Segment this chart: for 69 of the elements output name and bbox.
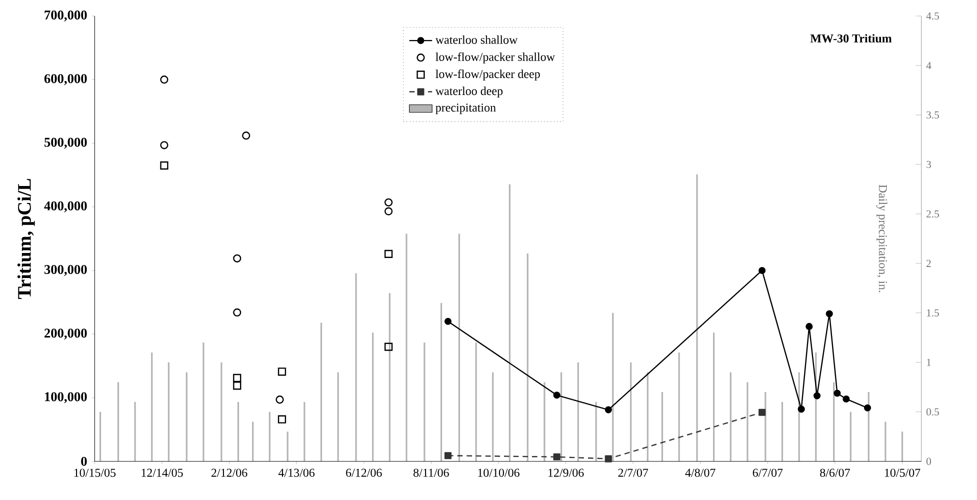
legend-label: low-flow/packer deep bbox=[436, 70, 540, 81]
y-axis-title: Tritium, pCi/L bbox=[17, 178, 35, 299]
y-tick-label: 0 bbox=[81, 456, 87, 466]
y2-tick-label: 0.5 bbox=[926, 408, 939, 416]
point bbox=[806, 322, 813, 330]
x-tick-label: 6/7/07 bbox=[752, 468, 783, 477]
x-tick-label: 8/6/07 bbox=[820, 468, 850, 477]
x-tick-label: 2/7/07 bbox=[618, 468, 648, 477]
x-tick-label: 12/9/06 bbox=[548, 468, 584, 477]
legend-label: waterloo deep bbox=[435, 86, 503, 98]
x-tick-label: 6/12/06 bbox=[346, 468, 382, 477]
point bbox=[242, 132, 250, 140]
point bbox=[444, 452, 452, 460]
point bbox=[278, 415, 286, 424]
point bbox=[444, 318, 452, 325]
point bbox=[233, 254, 242, 262]
point bbox=[384, 342, 393, 351]
point bbox=[233, 374, 242, 382]
point bbox=[604, 455, 612, 462]
x-tick-label: 4/8/07 bbox=[685, 468, 716, 477]
y-tick-label: 600,000 bbox=[44, 74, 87, 86]
point bbox=[160, 161, 168, 170]
y2-tick-label: 4.5 bbox=[926, 12, 939, 20]
y-tick-label: 700,000 bbox=[44, 10, 87, 22]
legend-label: precipitation bbox=[436, 104, 496, 114]
y2-tick-label: 4 bbox=[926, 62, 932, 69]
point bbox=[160, 76, 168, 84]
legend-label: low-flow/packer shallow bbox=[436, 52, 555, 64]
x-tick-label: 10/5/07 bbox=[884, 468, 920, 477]
text: MW-30 Tritium bbox=[810, 34, 892, 43]
y2-tick-label: 3 bbox=[926, 160, 931, 168]
x-tick-label: 2/12/06 bbox=[211, 468, 248, 477]
point bbox=[758, 266, 766, 274]
point bbox=[834, 390, 841, 397]
y2-axis-title: Daily precipitation, in. bbox=[876, 184, 888, 292]
legend-label: waterloo shallow bbox=[435, 35, 518, 44]
y2-tick-label: 3.5 bbox=[926, 111, 939, 119]
point bbox=[553, 453, 560, 460]
point bbox=[604, 406, 612, 414]
point bbox=[384, 250, 393, 258]
point bbox=[842, 395, 850, 403]
point bbox=[160, 141, 168, 150]
point bbox=[276, 396, 284, 404]
y2-tick-label: 2.5 bbox=[926, 210, 939, 218]
point bbox=[798, 406, 805, 413]
x-tick-label: 8/11/06 bbox=[414, 468, 449, 477]
point bbox=[813, 392, 821, 400]
y-tick-label: 500,000 bbox=[44, 138, 87, 149]
point bbox=[233, 308, 242, 317]
point bbox=[384, 207, 393, 216]
point bbox=[826, 310, 833, 318]
x-tick-label: 10/15/05 bbox=[74, 468, 116, 477]
point bbox=[384, 198, 393, 206]
y-tick-label: 400,000 bbox=[44, 201, 87, 212]
y2-tick-label: 0 bbox=[926, 458, 931, 465]
x-tick-label: 10/10/06 bbox=[478, 468, 520, 477]
y-tick-label: 100,000 bbox=[45, 392, 87, 404]
y2-tick-label: 1 bbox=[926, 358, 931, 366]
x-tick-label: 12/14/05 bbox=[142, 468, 183, 477]
point bbox=[553, 392, 560, 399]
point bbox=[278, 368, 286, 376]
point bbox=[233, 382, 242, 390]
point bbox=[758, 408, 766, 416]
point bbox=[864, 404, 872, 412]
y2-tick-label: 2 bbox=[926, 260, 931, 267]
x-tick-label: 4/13/06 bbox=[278, 468, 315, 477]
y-tick-label: 300,000 bbox=[44, 265, 87, 276]
y-tick-label: 200,000 bbox=[44, 328, 87, 340]
y2-tick-label: 1.5 bbox=[926, 309, 939, 316]
